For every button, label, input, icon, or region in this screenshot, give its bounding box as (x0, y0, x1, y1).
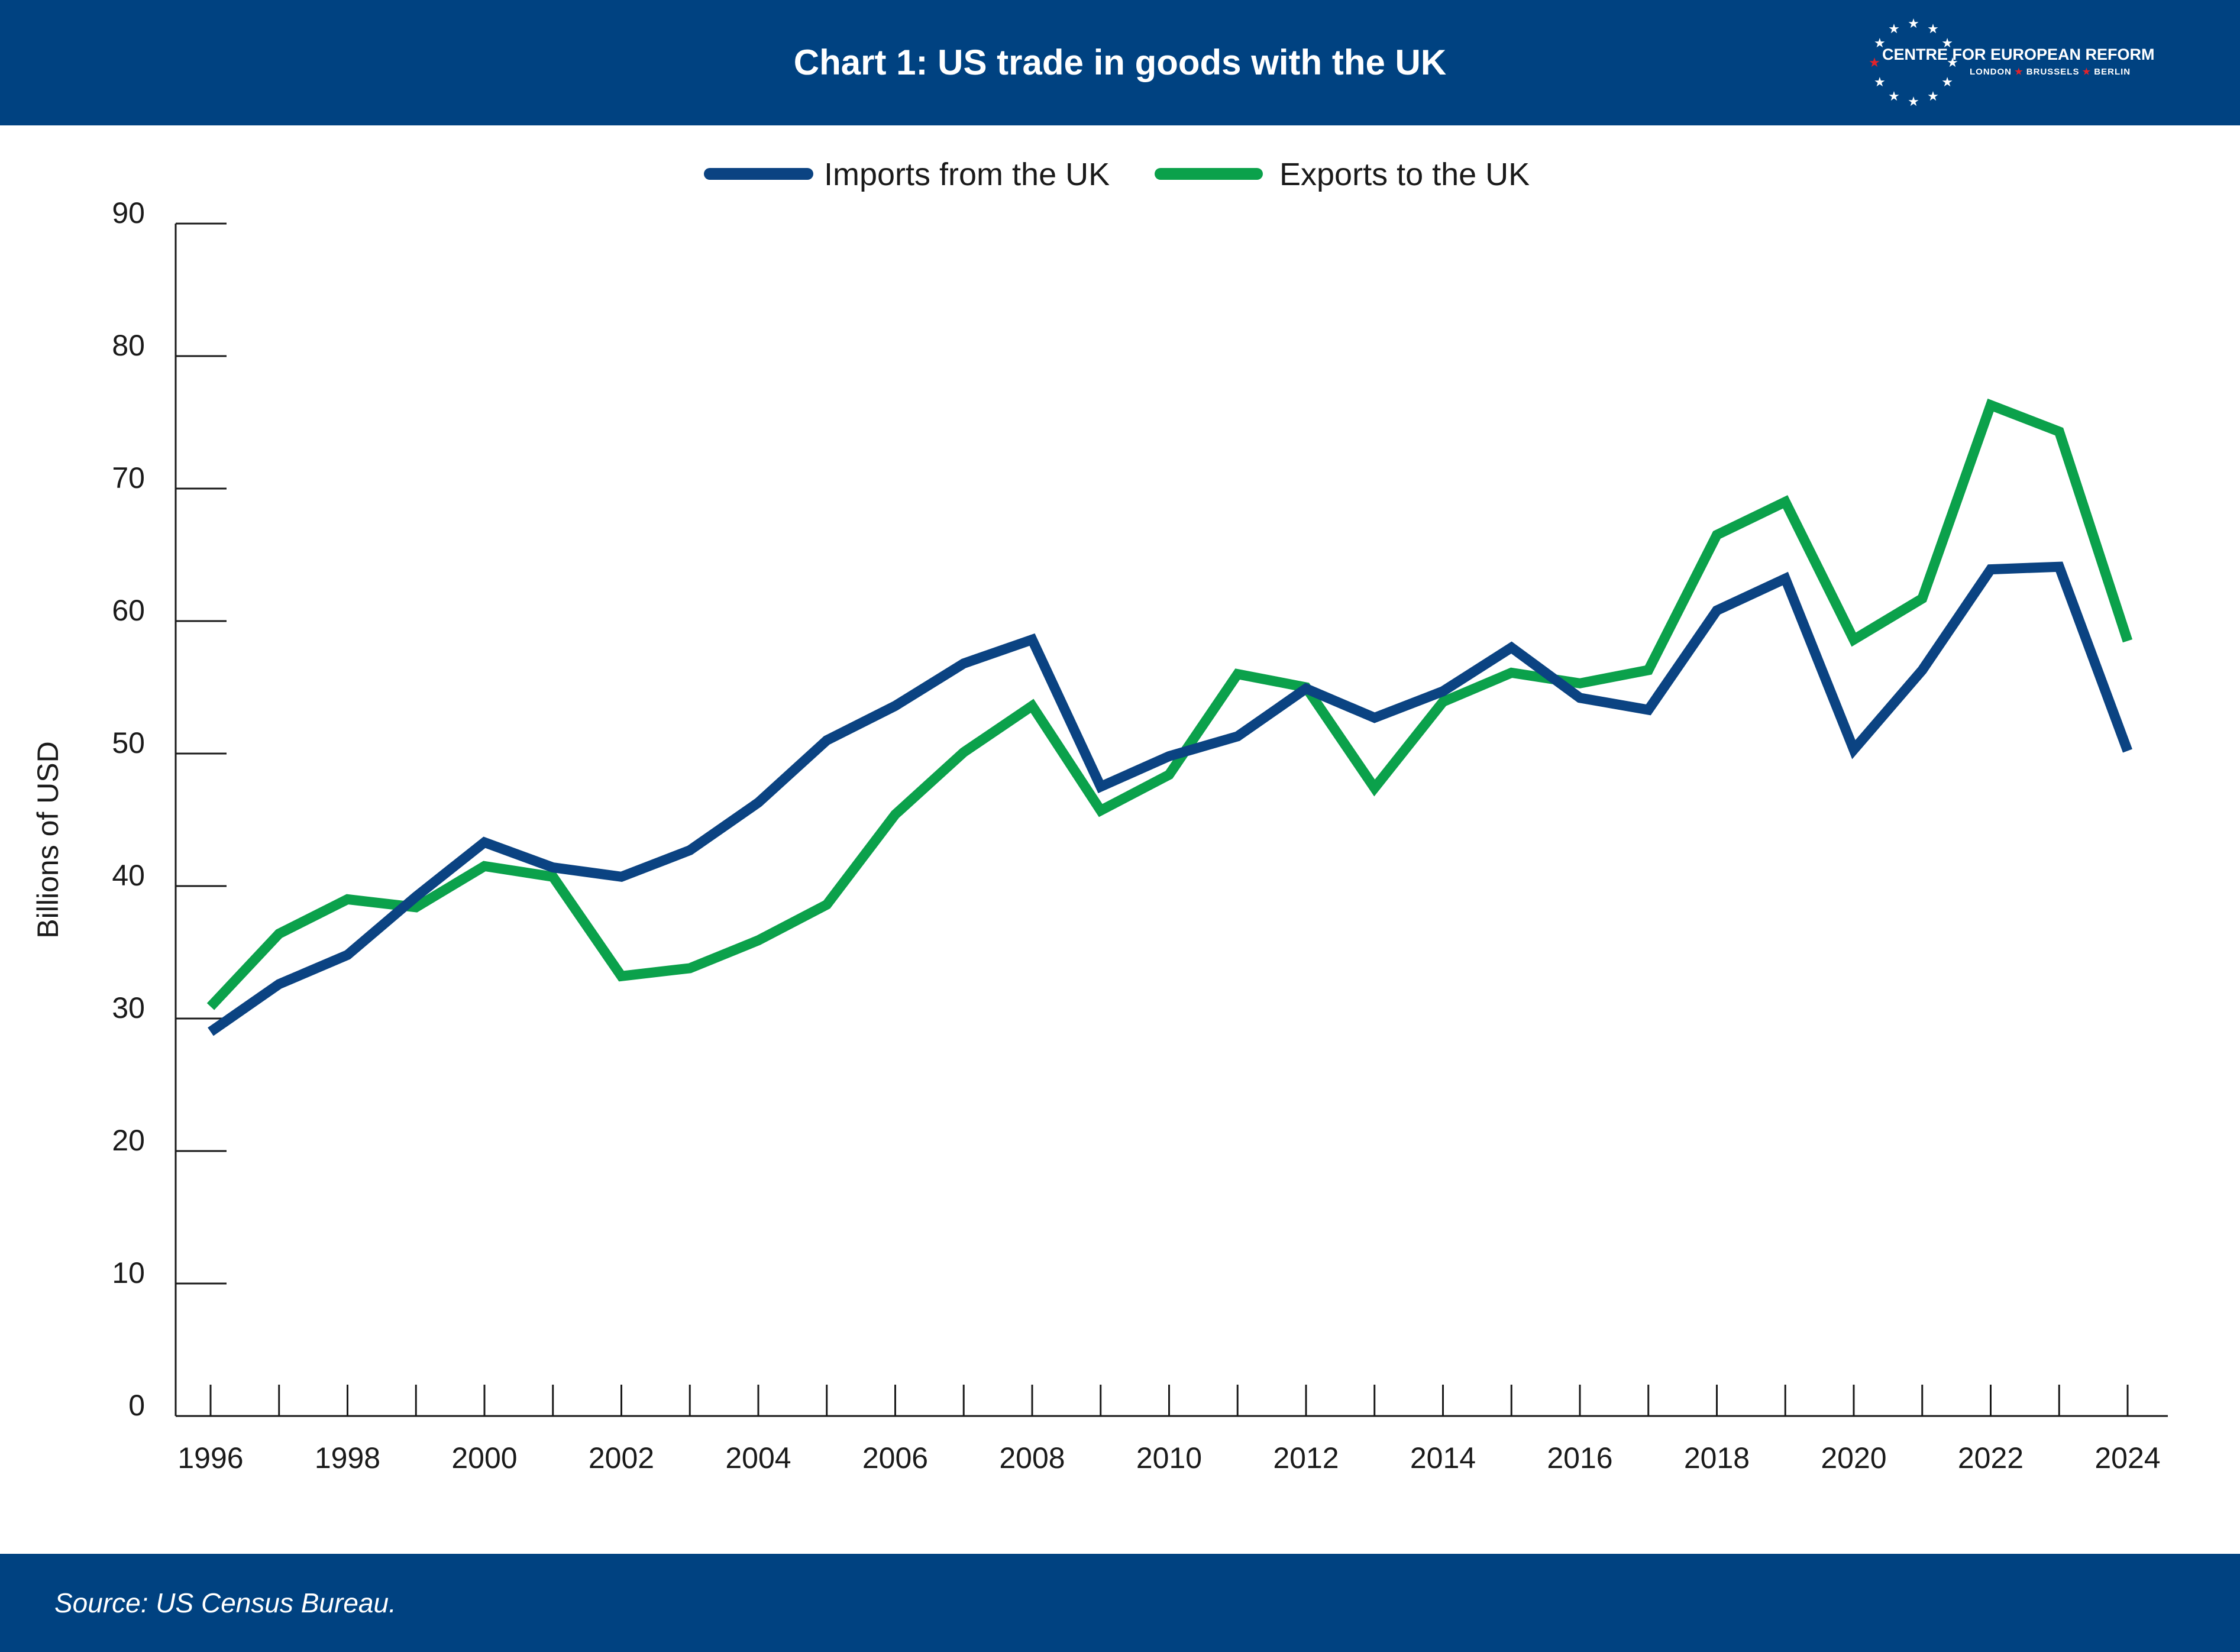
x-tick-label: 2014 (1410, 1441, 1476, 1475)
logo-separator-star-icon: ★ (2082, 67, 2092, 77)
y-tick-label: 70 (112, 461, 145, 494)
x-tick-label: 2006 (862, 1441, 928, 1475)
legend-label-exports: Exports to the UK (1279, 157, 1530, 192)
header-bar (0, 0, 2240, 125)
y-tick-label: 10 (112, 1256, 145, 1289)
y-tick-label: 80 (112, 329, 145, 362)
logo-star-icon: ★ (1927, 89, 1939, 104)
logo-cities: LONDON ★ BRUSSELS ★ BERLIN (1970, 66, 2131, 77)
x-tick-label: 2004 (725, 1441, 791, 1475)
logo-star-icon: ★ (1874, 36, 1886, 51)
y-tick-label: 20 (112, 1124, 145, 1157)
logo-city-berlin: BERLIN (2094, 67, 2131, 77)
x-tick-label: 1998 (315, 1441, 380, 1475)
logo-city-london: LONDON (1970, 67, 2012, 77)
series-line-imports (208, 561, 2132, 1036)
y-tick-label: 60 (112, 594, 145, 627)
x-tick-label: 2016 (1547, 1441, 1612, 1475)
chart-title: Chart 1: US trade in goods with the UK (793, 43, 1447, 82)
y-tick-label: 90 (112, 196, 145, 229)
line-chart: Imports from the UK Exports to the UK Bi… (31, 157, 2168, 1475)
x-tick-label: 2010 (1136, 1441, 1202, 1475)
legend: Imports from the UK Exports to the UK (704, 157, 1530, 192)
x-tick-label: 2012 (1273, 1441, 1339, 1475)
logo-separator-star-icon: ★ (2015, 67, 2024, 77)
y-tick-label: 40 (112, 859, 145, 892)
series-layer (206, 398, 2133, 1036)
logo-star-icon: ★ (1869, 56, 1880, 70)
x-tick-label: 2000 (451, 1441, 517, 1475)
x-tick-label: 1996 (177, 1441, 243, 1475)
logo-star-icon: ★ (1927, 22, 1939, 37)
y-tick-label: 50 (112, 726, 145, 759)
x-tick-label: 2020 (1821, 1441, 1886, 1475)
logo-star-icon: ★ (1888, 89, 1900, 104)
x-tick-label: 2008 (999, 1441, 1065, 1475)
x-tick-label: 2018 (1684, 1441, 1750, 1475)
logo-city-brussels: BRUSSELS (2026, 67, 2080, 77)
footer-bar (0, 1554, 2240, 1652)
x-tick-label: 2024 (2094, 1441, 2160, 1475)
logo-star-icon: ★ (1941, 75, 1953, 90)
series-line-exports (206, 398, 2133, 1010)
axes: 0 10 20 30 40 50 60 70 80 90 1996 1998 2000 2002 2004 2… (112, 196, 2168, 1475)
logo-star-icon: ★ (1888, 22, 1900, 37)
x-tick-label: 2002 (589, 1441, 654, 1475)
y-tick-label: 0 (128, 1389, 145, 1422)
source-note: Source: US Census Bureau. (54, 1588, 396, 1618)
x-tick-label: 2022 (1958, 1441, 2024, 1475)
legend-label-imports: Imports from the UK (824, 157, 1110, 192)
y-axis-title: Billions of USD (31, 741, 64, 938)
logo-stars-icon: ★ ★★★★★★★★★★★ (1869, 17, 1958, 109)
logo-star-icon: ★ (1874, 75, 1886, 90)
y-tick-label: 30 (112, 991, 145, 1024)
logo-star-icon: ★ (1941, 36, 1953, 51)
logo-star-icon: ★ (1908, 95, 1919, 109)
logo-star-icon: ★ (1947, 56, 1958, 70)
logo-name: CENTRE FOR EUROPEAN REFORM (1882, 46, 2155, 63)
cer-logo: ★ ★ ★ ★ ★ ★ ★ ★ ★ ★ ★ ★ CENTRE FOR EUROPEAN REFORM … (1863, 12, 2218, 112)
logo-star-icon: ★ (1908, 17, 1919, 31)
